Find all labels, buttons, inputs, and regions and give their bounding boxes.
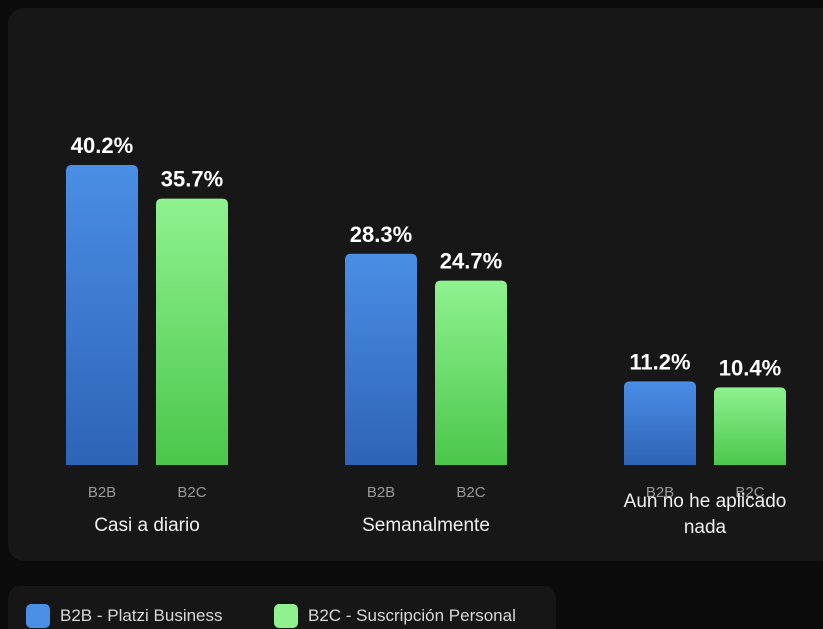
bar-label-b2b-0: B2B — [88, 484, 116, 501]
bar-label-b2c-1: B2C — [456, 484, 485, 501]
bar-label-b2c-2: B2C — [735, 484, 764, 501]
legend-swatch-b2c — [274, 604, 298, 628]
bar-b2b-0 — [66, 165, 138, 465]
value-label-b2c-2: 10.4% — [719, 355, 781, 380]
category-label-1-0: Semanalmente — [362, 515, 490, 536]
value-label-b2c-1: 24.7% — [440, 249, 502, 274]
bar-label-b2b-1: B2B — [367, 484, 395, 501]
bar-b2b-1 — [345, 253, 417, 465]
category-label-2-1: nada — [684, 517, 727, 538]
bar-b2c-0 — [156, 198, 228, 465]
value-label-b2c-0: 35.7% — [161, 167, 223, 192]
legend-item-b2b: B2B - Platzi Business — [26, 603, 223, 629]
value-label-b2b-1: 28.3% — [350, 222, 412, 247]
category-label-2-0: Aun no he aplicado — [624, 491, 787, 512]
value-label-b2b-2: 11.2% — [629, 349, 690, 374]
category-label-0-0: Casi a diario — [94, 515, 200, 536]
bar-b2b-2 — [624, 381, 696, 465]
bar-b2c-1 — [435, 280, 507, 465]
bar-label-b2b-2: B2B — [646, 484, 674, 501]
bar-label-b2c-0: B2C — [177, 484, 206, 501]
legend-item-b2c: B2C - Suscripción Personal — [274, 603, 516, 629]
legend-label-b2c: B2C - Suscripción Personal — [308, 606, 516, 625]
legend-label-b2b: B2B - Platzi Business — [60, 606, 223, 625]
legend-swatch-b2b — [26, 604, 50, 628]
value-label-b2b-0: 40.2% — [71, 133, 133, 158]
bar-b2c-2 — [714, 387, 786, 465]
